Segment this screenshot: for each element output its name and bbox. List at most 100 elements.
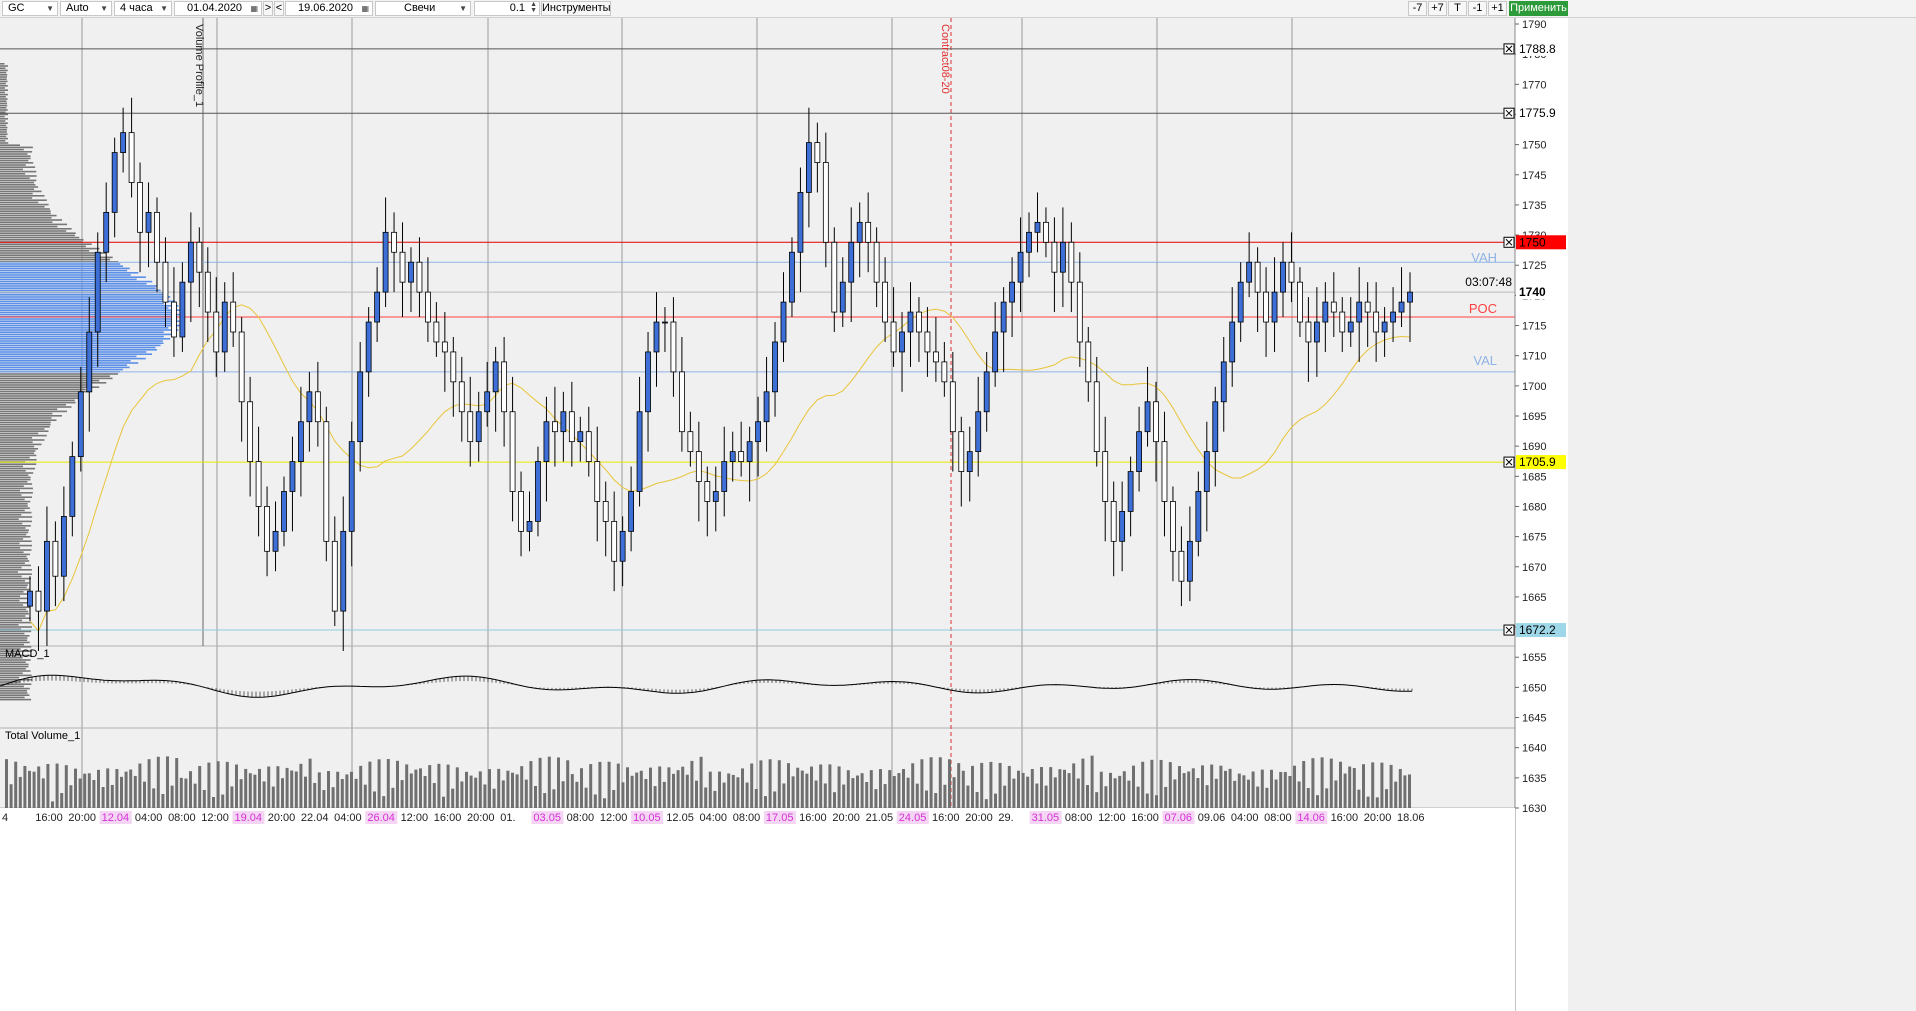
- level-close-icon[interactable]: [1503, 236, 1515, 248]
- candle-body: [416, 261, 423, 293]
- moving-average: [29, 304, 1411, 632]
- price-tick-label: 1650: [1522, 682, 1546, 694]
- candle-body: [1102, 451, 1109, 502]
- price-tick-label: 1675: [1522, 532, 1546, 544]
- candle-body: [154, 211, 160, 263]
- candle-body: [1170, 501, 1176, 552]
- volume-bar: [543, 793, 547, 808]
- level-close-icon[interactable]: [1503, 107, 1515, 119]
- candle-body: [738, 451, 745, 462]
- calendar-icon[interactable]: ▦: [361, 4, 369, 13]
- volume-bar: [1099, 771, 1103, 808]
- volume-bar: [1049, 767, 1053, 808]
- volume-bar: [147, 759, 151, 808]
- time-label: 26.04: [367, 812, 395, 824]
- candle-body: [535, 461, 541, 522]
- profile-bar: [0, 628, 22, 630]
- candle-body: [805, 142, 812, 193]
- candle-body: [611, 520, 618, 562]
- volume-bar: [800, 770, 804, 808]
- volume-bar: [1122, 771, 1126, 808]
- profile-bar: [0, 562, 25, 564]
- volume-bar: [879, 769, 882, 808]
- minus-1-button[interactable]: -1: [1468, 1, 1487, 16]
- volume-bar: [133, 775, 137, 808]
- profile-bar: [0, 71, 7, 74]
- chart-type-select[interactable]: Свечи ▼: [375, 1, 471, 16]
- profile-bar: [0, 140, 6, 142]
- candle-body: [1237, 281, 1244, 323]
- volume-bar: [672, 773, 675, 808]
- profile-bar: [0, 463, 37, 465]
- profile-bar: [0, 443, 42, 446]
- profile-bar: [0, 577, 31, 580]
- volume-profile-label: Volume Profile_1: [193, 24, 205, 107]
- date-to-input[interactable]: 19.06.2020 ▦: [285, 1, 373, 16]
- volume-bar: [1375, 797, 1379, 808]
- mode-select[interactable]: Auto ▼: [60, 1, 112, 16]
- candle-body: [856, 221, 863, 243]
- contract-label: Contract08-20: [939, 24, 951, 94]
- next-button[interactable]: >: [263, 1, 273, 16]
- price-mark-label: 1750: [1519, 235, 1546, 249]
- profile-bar: [0, 564, 31, 567]
- volume-bar: [1104, 786, 1108, 808]
- volume-bar: [483, 784, 487, 808]
- volume-bar: [419, 768, 422, 808]
- profile-bar: [0, 571, 19, 573]
- profile-bar: [0, 474, 29, 476]
- profile-bar: [0, 505, 28, 507]
- candle-body: [1195, 491, 1202, 542]
- profile-bar: [0, 120, 6, 122]
- volume-bar: [350, 771, 353, 808]
- candle-body: [1136, 431, 1142, 472]
- time-axis[interactable]: 4 16:00 20:00 12.04 04:00 08:00 12:00 19.04 20:0…: [0, 808, 1515, 1011]
- profile-bar: [0, 558, 28, 560]
- today-button[interactable]: T: [1448, 1, 1467, 16]
- candle-body: [983, 371, 990, 413]
- calendar-icon[interactable]: ▦: [250, 4, 258, 13]
- time-label: 01.: [500, 812, 515, 824]
- spinner-icon[interactable]: ▲ ▼: [530, 1, 537, 14]
- profile-bar: [0, 364, 128, 366]
- instruments-button[interactable]: Инструменты: [541, 1, 611, 16]
- volume-bar: [883, 784, 887, 808]
- apply-button[interactable]: Применить: [1509, 1, 1568, 16]
- volume-bar: [731, 774, 735, 808]
- volume-bar: [805, 773, 809, 808]
- prev-button[interactable]: <: [274, 1, 284, 16]
- volume-bar: [501, 780, 505, 808]
- minus-7-button[interactable]: -7: [1408, 1, 1427, 16]
- candle-body: [1186, 540, 1193, 582]
- date-from-input[interactable]: 01.04.2020 ▦: [174, 1, 262, 16]
- volume-bar: [345, 774, 349, 808]
- volume-bar: [580, 768, 583, 808]
- price-tick-label: 1725: [1522, 260, 1546, 272]
- level-close-icon[interactable]: [1503, 43, 1515, 55]
- symbol-select[interactable]: GC ▼: [2, 1, 58, 16]
- profile-bar: [0, 540, 32, 542]
- price-axis[interactable]: 1790178017701760175017451735173017251720…: [1503, 18, 1568, 1011]
- time-label: 20:00: [467, 812, 495, 824]
- volume-bar: [593, 794, 597, 808]
- plus-1-button[interactable]: +1: [1488, 1, 1507, 16]
- timeframe-select[interactable]: 4 часа ▼: [114, 1, 172, 16]
- level-close-icon[interactable]: [1503, 624, 1515, 636]
- profile-bar: [0, 393, 83, 395]
- volume-bar: [74, 768, 77, 808]
- plus-7-button[interactable]: +7: [1428, 1, 1447, 16]
- price-tick-label: 1790: [1522, 19, 1546, 31]
- volume-bar: [874, 789, 878, 808]
- profile-bar: [0, 465, 23, 468]
- profile-bar: [0, 610, 29, 613]
- candles[interactable]: [27, 97, 1413, 651]
- volume-bar: [524, 779, 528, 808]
- step-input[interactable]: 0.1 ▲ ▼: [474, 1, 540, 16]
- profile-bar: [0, 124, 7, 127]
- profile-bar: [0, 221, 53, 223]
- level-close-icon[interactable]: [1503, 456, 1515, 468]
- volume-bar: [446, 764, 450, 808]
- price-chart[interactable]: 1790178017701760175017451735173017251720…: [0, 18, 1568, 1011]
- volume-bar: [156, 756, 160, 808]
- volume-bar: [1168, 762, 1172, 808]
